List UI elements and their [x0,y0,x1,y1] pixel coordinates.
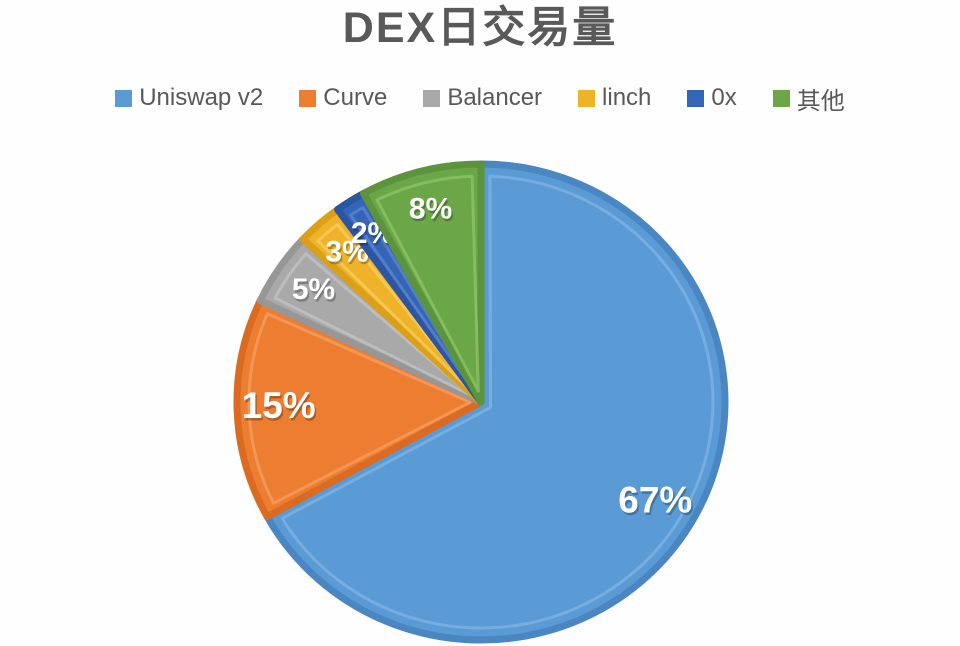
legend: Uniswap v2 Curve Balancer linch 0x 其他 [0,84,960,115]
legend-label-balancer: Balancer [447,84,543,111]
legend-item-uniswap-v2: Uniswap v2 [115,84,263,112]
pie-slice-highlight-curve [247,312,472,505]
pie-slice-uniswap-v2 [263,160,729,644]
legend-swatch-0x [687,89,705,107]
legend-label-uniswap-v2: Uniswap v2 [139,84,264,111]
data-label-balancer: 5% [292,273,335,306]
chart-title: DEX日交易量 [342,4,618,52]
data-label-shadow-balancer: 5% [293,275,336,308]
legend-item-curve: Curve [299,84,387,112]
legend-item-0x: 0x [687,84,737,112]
data-label-others: 8% [409,193,452,226]
data-label-shadow-uniswap-v2: 67% [620,482,694,523]
pie-slice-highlight-uniswap-v2 [280,174,715,630]
legend-swatch-1inch [578,89,596,107]
pie-slice-highlight-balancer [273,252,474,398]
legend-swatch-curve [299,89,317,107]
data-label-uniswap-v2: 67% [618,479,692,520]
legend-swatch-others [772,89,790,107]
legend-label-curve: Curve [323,84,388,111]
legend-label-others: 其他 [796,87,845,115]
legend-label-1inch: linch [602,84,652,111]
legend-label-0x: 0x [711,84,737,111]
pie-slice-highlight-others [375,174,480,393]
legend-item-others: 其他 [772,81,845,116]
legend-swatch-balancer [423,89,441,107]
data-label-curve: 15% [242,385,316,426]
pie-slice-highlight-1inch [316,222,476,396]
data-label-shadow-others: 8% [410,195,453,228]
legend-item-1inch: linch [578,84,651,112]
legend-swatch-uniswap-v2 [115,89,133,107]
pie-slice-curve [233,297,485,521]
data-label-shadow-curve: 15% [243,387,317,428]
legend-item-balancer: Balancer [423,84,542,112]
pie-slice-highlight-0x [349,206,477,395]
